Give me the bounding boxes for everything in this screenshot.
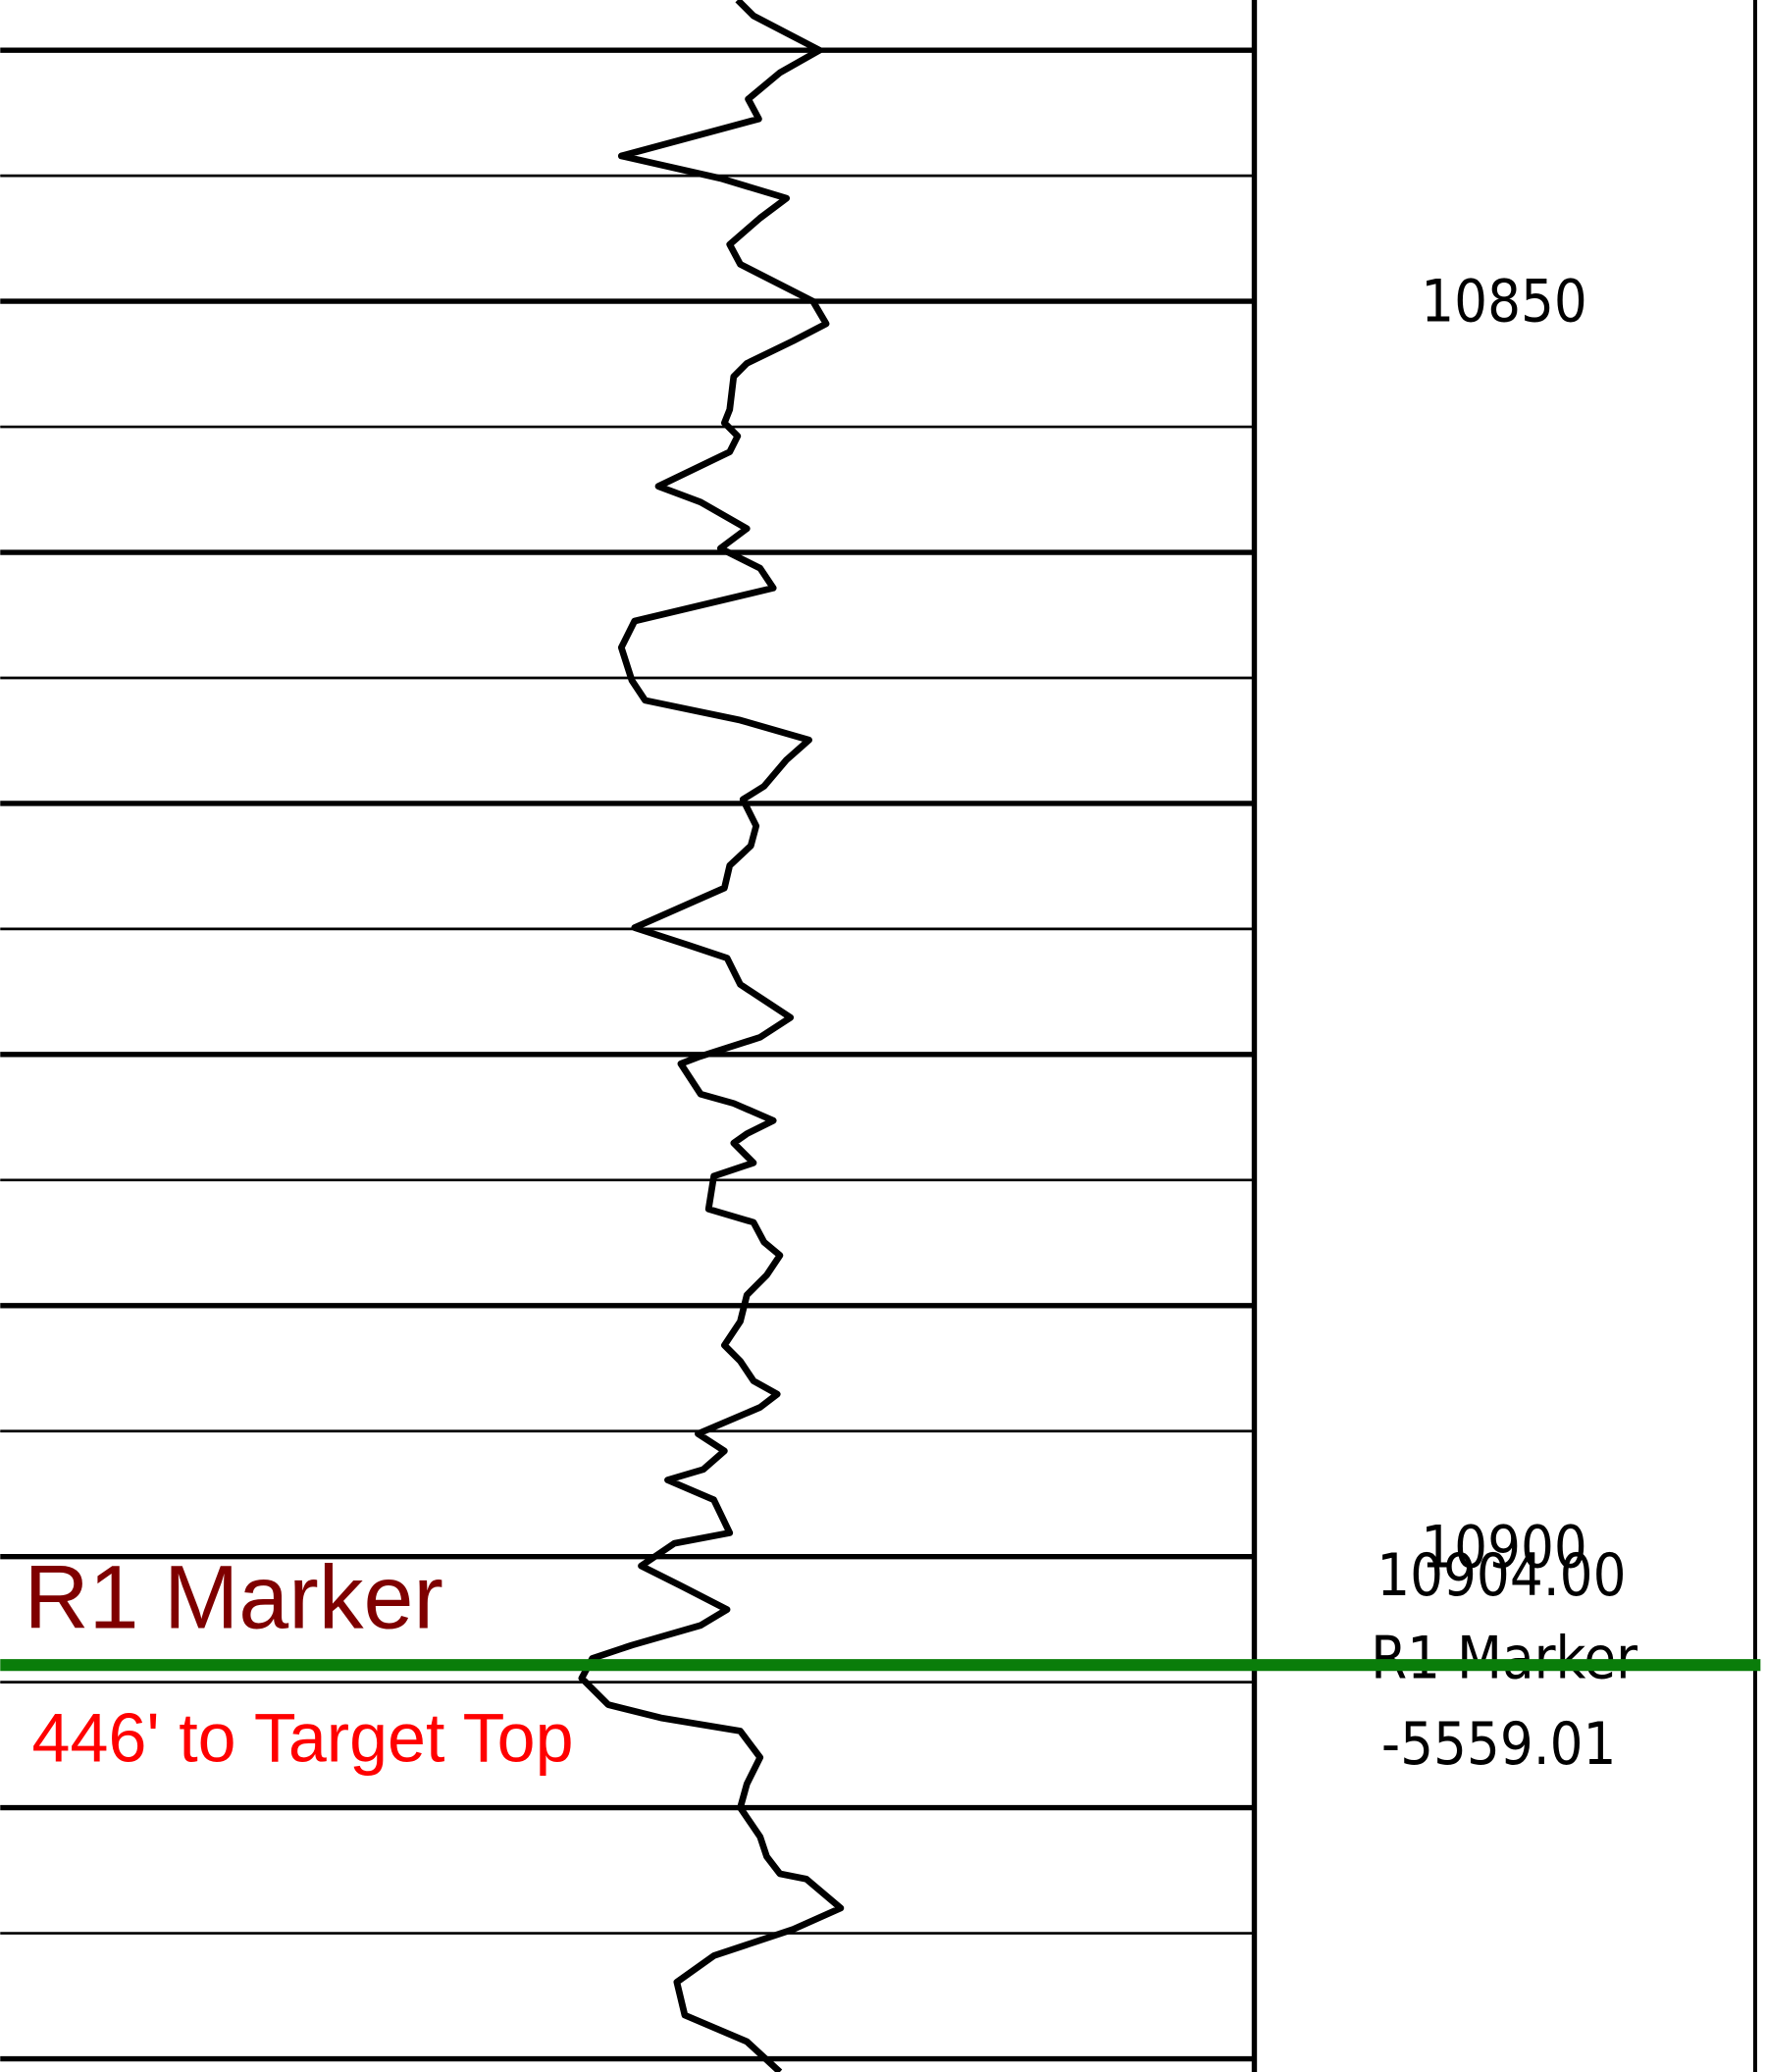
marker-note: 446' to Target Top [32,1699,574,1776]
marker-subsea: -5559.01 [1381,1710,1617,1778]
log-curve [578,0,845,2072]
depth-label: 10850 [1421,267,1587,335]
depth-grid [0,47,1255,2062]
marker-depth: 10904.00 [1376,1541,1626,1609]
marker-title: R1 Marker [24,1547,442,1647]
depth-label: 10900 [1421,1513,1587,1580]
marker-name: R1 Marker [1371,1625,1637,1692]
